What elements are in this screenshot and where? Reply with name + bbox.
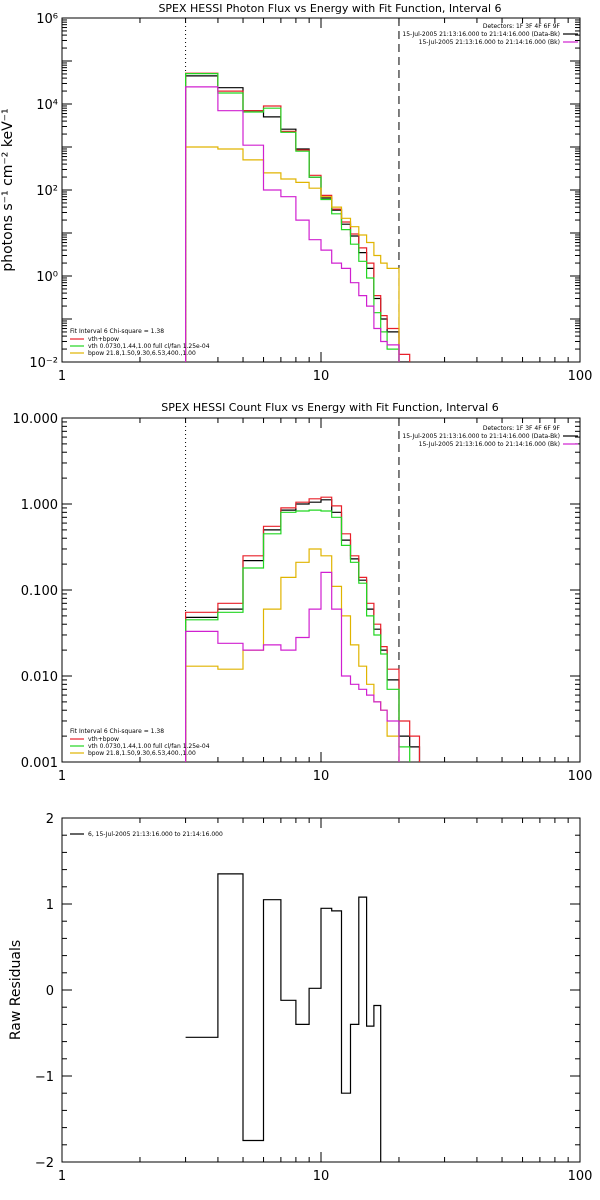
photon-flux-legend-data: 15-Jul-2005 21:13:16.000 to 21:14:16.000… [402,31,560,38]
photon-flux-detectors-label: Detectors: 1F 3F 4F 6F 9F [483,23,561,30]
count-flux-series-data [185,499,421,762]
residuals-y-tick-label: 0 [46,984,54,999]
residuals-series-data [185,873,382,1162]
count-flux-x-tick-label: 10 [313,769,330,784]
count-flux-legend-vth: vth 0.0730,1.44,1.00 full cl/fan 1.25e-0… [88,743,210,750]
residuals-y-tick-label: 1 [46,898,54,913]
photon-flux-panel: SPEX HESSI Photon Flux vs Energy with Fi… [0,2,592,384]
count-flux-fit-header: Fit Interval 6 Chi-square = 1.38 [70,728,164,735]
count-flux-series-vth [185,509,411,762]
count-flux-x-tick-label: 1 [58,769,66,784]
count-flux-y-tick-label: 0.100 [21,584,58,599]
count-flux-plot-area: 1 10 100 0.001 0.010 0.100 1.000 10.000 [13,412,593,784]
count-flux-series-group [185,496,421,762]
count-flux-x-tick-label: 100 [568,769,593,784]
count-flux-y-tick-label: 1.000 [21,498,58,513]
photon-flux-fit-header: Fit Interval 6 Chi-square = 1.38 [70,328,164,335]
residuals-frame [61,817,581,1163]
photon-flux-series-vth [185,73,400,362]
residuals-y-tick-label: 2 [46,812,54,827]
photon-flux-series-bpow [185,146,400,362]
photon-flux-x-tick-label: 10 [313,369,330,384]
count-flux-title: SPEX HESSI Count Flux vs Energy with Fit… [161,401,498,414]
photon-flux-title: SPEX HESSI Photon Flux vs Energy with Fi… [158,2,501,15]
photon-flux-y-tick-label: 10⁶ [36,12,58,27]
photon-flux-series-fit_total [185,72,411,362]
photon-flux-series-data [185,75,411,362]
photon-flux-x-tick-label: 100 [568,369,593,384]
count-flux-y-tick-label: 10.000 [13,412,59,427]
residuals-y-axis-label: Raw Residuals [8,940,24,1040]
count-flux-y-tick-label: 0.001 [21,756,58,771]
count-flux-detectors-label: Detectors: 1F 3F 4F 6F 9F [483,425,561,432]
count-flux-panel: SPEX HESSI Count Flux vs Energy with Fit… [13,401,593,784]
photon-flux-y-tick-label: 10² [36,184,58,199]
photon-flux-x-tick-label: 1 [58,369,66,384]
residuals-panel: 1 10 100 −2 −1 0 1 2 Raw Residuals 6, 15-Jul-20… [8,812,592,1184]
photon-flux-plot-area: 1 10 100 10⁻² 10⁰ 10² 10⁴ 10⁶ [29,12,592,384]
photon-flux-y-tick-label: 10⁻² [29,356,58,371]
photon-flux-legend-total: vth+bpow [88,336,119,343]
count-flux-series-fit_total [185,496,421,762]
residuals-legend: 6, 15-Jul-2005 21:13:16.000 to 21:14:16.… [88,831,223,838]
count-flux-legend-bk: 15-Jul-2005 21:13:16.000 to 21:14:16.000… [419,441,560,448]
count-flux-legend-data: 15-Jul-2005 21:13:16.000 to 21:14:16.000… [402,433,560,440]
residuals-y-tick-label: −2 [35,1156,54,1171]
residuals-x-tick-label: 1 [58,1169,66,1184]
residuals-y-tick-label: −1 [35,1070,54,1085]
residuals-plot-area: 1 10 100 −2 −1 0 1 2 [35,812,593,1184]
photon-flux-y-tick-label: 10⁰ [36,270,58,285]
residuals-series-group [185,873,382,1162]
photon-flux-y-axis-label: photons s⁻¹ cm⁻² keV⁻¹ [0,108,16,271]
photon-flux-y-tick-label: 10⁴ [36,98,58,113]
count-flux-y-tick-label: 0.010 [21,670,58,685]
photon-flux-series-background [185,86,400,362]
count-flux-series-background [185,571,400,762]
photon-flux-series-group [185,72,411,362]
residuals-x-tick-label: 100 [568,1169,593,1184]
residuals-x-tick-label: 10 [313,1169,330,1184]
photon-flux-legend-bpow: bpow 21.8,1.50,9.30,6.53,400.,1.00 [88,350,196,357]
count-flux-legend-total: vth+bpow [88,736,119,743]
photon-flux-legend-vth: vth 0.0730,1.44,1.00 full cl/fan 1.25e-0… [88,343,210,350]
photon-flux-legend-bk: 15-Jul-2005 21:13:16.000 to 21:14:16.000… [419,39,560,46]
count-flux-legend-bpow: bpow 21.8,1.50,9.30,6.53,400.,1.00 [88,750,196,757]
